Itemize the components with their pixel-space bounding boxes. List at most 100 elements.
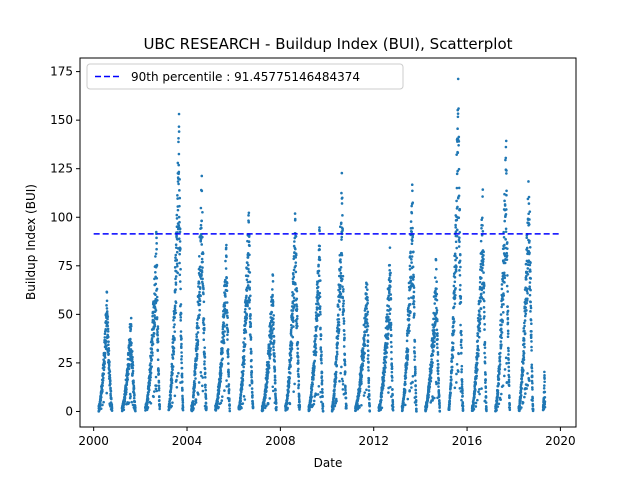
- data-point: [176, 264, 179, 268]
- data-point: [413, 346, 416, 349]
- data-point: [335, 346, 339, 350]
- data-point: [269, 353, 272, 356]
- data-point: [340, 202, 344, 205]
- data-point: [412, 275, 416, 279]
- data-point: [171, 357, 175, 360]
- data-point: [343, 360, 347, 363]
- data-point: [362, 355, 365, 359]
- data-point: [499, 313, 503, 316]
- data-point: [149, 401, 153, 405]
- data-point: [366, 340, 370, 344]
- data-point: [222, 341, 226, 345]
- data-point: [108, 370, 112, 373]
- data-point: [316, 271, 320, 275]
- data-point: [195, 335, 199, 339]
- data-point: [179, 312, 183, 315]
- data-point: [243, 358, 246, 362]
- data-point: [460, 398, 463, 402]
- data-point: [251, 399, 254, 403]
- data-point: [179, 247, 182, 251]
- data-point: [174, 288, 177, 291]
- data-point: [317, 293, 320, 297]
- data-point: [460, 346, 463, 349]
- data-point: [224, 295, 227, 298]
- data-point: [247, 240, 251, 243]
- data-point: [525, 274, 528, 278]
- data-point: [174, 311, 178, 315]
- data-point: [482, 271, 485, 274]
- data-point: [339, 284, 342, 287]
- data-point: [289, 328, 293, 332]
- data-point: [342, 299, 345, 303]
- data-point: [411, 201, 415, 205]
- data-point: [485, 409, 488, 413]
- data-point: [292, 319, 295, 323]
- data-point: [523, 288, 527, 291]
- data-point: [391, 408, 395, 412]
- chart-title: UBC RESEARCH - Buildup Index (BUI), Scat…: [143, 35, 512, 53]
- data-point: [335, 399, 338, 403]
- data-point: [333, 388, 336, 391]
- data-point: [320, 353, 323, 357]
- data-point: [171, 401, 174, 404]
- data-point: [129, 337, 132, 341]
- data-point: [341, 290, 345, 293]
- data-point: [365, 388, 368, 392]
- data-point: [249, 352, 253, 355]
- data-point: [156, 327, 160, 330]
- data-point: [429, 371, 433, 374]
- data-point: [225, 385, 228, 388]
- data-point: [153, 307, 157, 310]
- data-point: [175, 217, 179, 220]
- data-point: [520, 386, 523, 390]
- data-point: [526, 287, 529, 291]
- data-point: [106, 321, 110, 324]
- data-point: [181, 399, 185, 402]
- data-point: [271, 329, 274, 332]
- data-point: [156, 330, 159, 334]
- data-point: [271, 385, 275, 389]
- data-point: [452, 333, 455, 336]
- data-point: [411, 189, 414, 193]
- data-point: [173, 308, 177, 312]
- y-tick-label: 25: [58, 356, 73, 370]
- data-point: [198, 303, 202, 306]
- data-point: [177, 170, 181, 174]
- data-point: [153, 277, 156, 281]
- data-point: [168, 402, 172, 406]
- data-point: [433, 396, 436, 400]
- data-point: [194, 398, 198, 401]
- data-point: [249, 314, 252, 317]
- data-point: [413, 355, 417, 358]
- data-point: [315, 334, 318, 338]
- x-tick-label: 2016: [452, 434, 483, 448]
- data-point: [315, 317, 319, 320]
- data-point: [107, 335, 110, 339]
- data-point: [456, 77, 460, 81]
- data-point: [407, 306, 410, 310]
- data-point: [175, 259, 179, 262]
- data-point: [202, 331, 205, 335]
- data-point: [127, 347, 131, 350]
- data-point: [528, 245, 532, 249]
- data-point: [435, 311, 439, 314]
- data-point: [251, 393, 254, 397]
- data-point: [503, 368, 507, 371]
- data-point: [480, 269, 484, 272]
- data-point: [297, 383, 301, 386]
- data-point: [248, 384, 252, 387]
- data-point: [530, 369, 534, 373]
- data-point: [341, 313, 345, 316]
- data-point: [368, 404, 371, 408]
- data-point: [523, 314, 527, 318]
- data-point: [292, 390, 295, 393]
- data-point: [454, 226, 457, 229]
- data-point: [506, 335, 510, 339]
- data-point: [273, 360, 277, 363]
- data-point: [345, 404, 348, 407]
- data-point: [459, 340, 463, 344]
- data-point: [177, 112, 181, 116]
- data-point: [179, 267, 182, 271]
- data-point: [108, 360, 111, 364]
- data-point: [205, 406, 208, 410]
